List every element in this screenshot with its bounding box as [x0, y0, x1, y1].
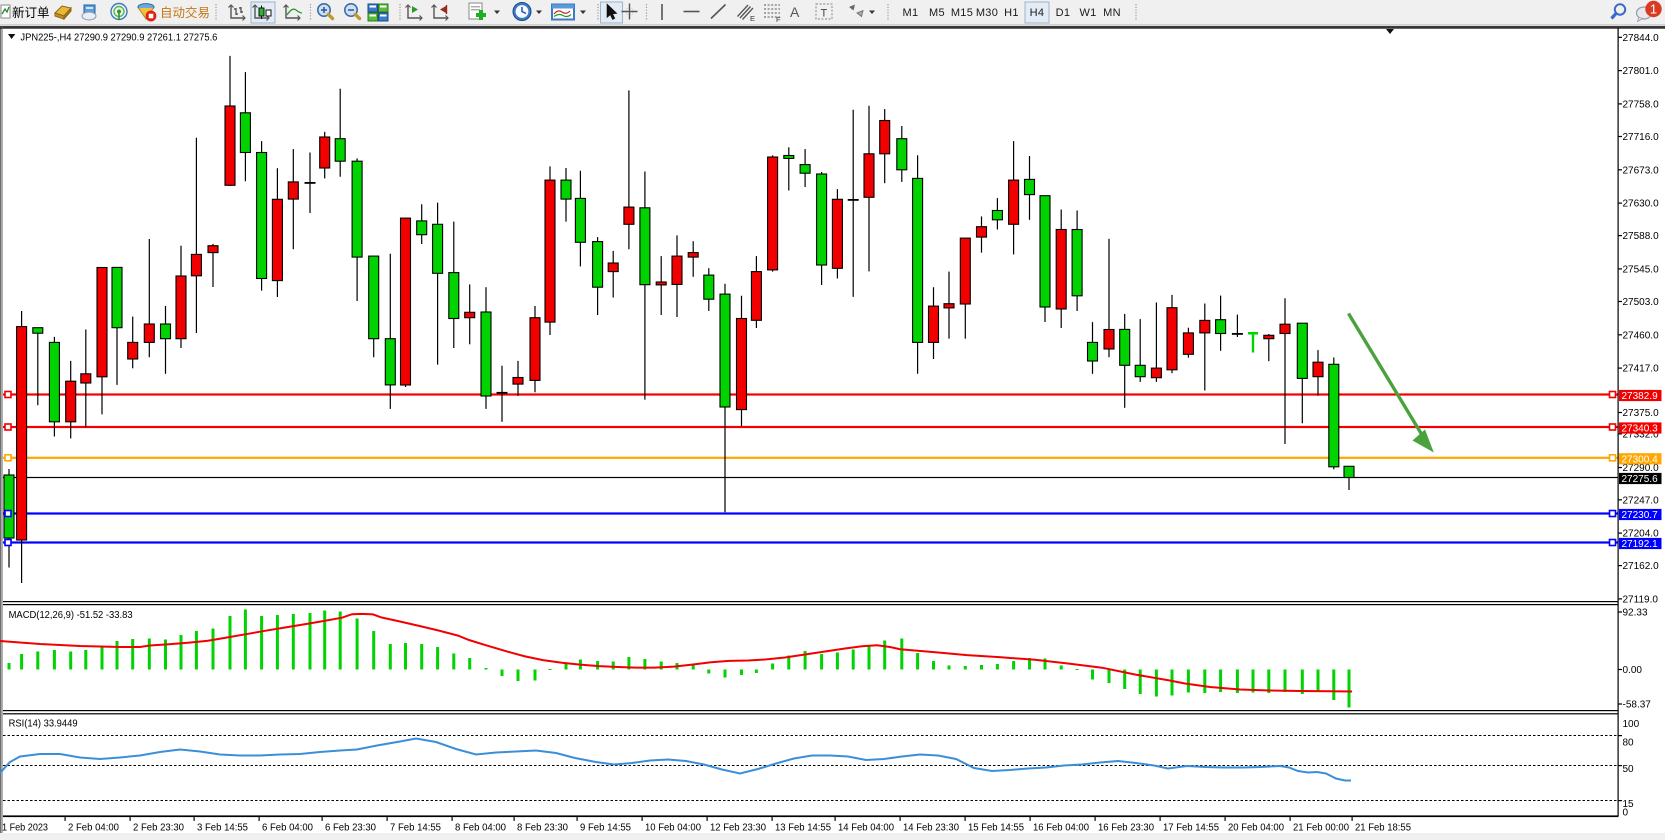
svg-text:M30: M30	[976, 7, 998, 19]
svg-text:M1: M1	[903, 7, 919, 19]
svg-text:6 Feb 23:30: 6 Feb 23:30	[325, 822, 376, 833]
svg-text:20 Feb 04:00: 20 Feb 04:00	[1228, 822, 1284, 833]
svg-text:50: 50	[1623, 764, 1635, 775]
svg-text:21 Feb 00:00: 21 Feb 00:00	[1293, 822, 1349, 833]
svg-text:-58.37: -58.37	[1623, 700, 1652, 711]
svg-text:D1: D1	[1056, 7, 1071, 19]
svg-text:27119.0: 27119.0	[1623, 595, 1659, 606]
svg-text:27300.4: 27300.4	[1622, 454, 1659, 465]
svg-text:H4: H4	[1030, 7, 1045, 19]
svg-text:新订单: 新订单	[12, 5, 50, 20]
svg-text:27716.0: 27716.0	[1623, 132, 1660, 143]
svg-text:2 Feb 04:00: 2 Feb 04:00	[68, 822, 119, 833]
svg-text:8 Feb 04:00: 8 Feb 04:00	[455, 822, 506, 833]
svg-text:27192.1: 27192.1	[1622, 539, 1659, 550]
svg-text:27375.0: 27375.0	[1623, 408, 1660, 419]
svg-text:E: E	[750, 14, 755, 23]
svg-text:14 Feb 23:30: 14 Feb 23:30	[903, 822, 959, 833]
svg-text:0: 0	[1623, 807, 1629, 818]
svg-text:13 Feb 14:55: 13 Feb 14:55	[775, 822, 831, 833]
svg-text:1: 1	[1650, 2, 1657, 17]
svg-text:27382.9: 27382.9	[1622, 391, 1659, 402]
svg-text:自动交易: 自动交易	[160, 5, 210, 20]
svg-text:M5: M5	[929, 7, 945, 19]
svg-text:27340.3: 27340.3	[1622, 424, 1659, 435]
svg-text:27332.0: 27332.0	[1623, 430, 1660, 441]
svg-text:27630.0: 27630.0	[1623, 199, 1660, 210]
svg-text:3 Feb 14:55: 3 Feb 14:55	[197, 822, 248, 833]
svg-text:15 Feb 14:55: 15 Feb 14:55	[968, 822, 1024, 833]
svg-text:T: T	[821, 8, 828, 20]
svg-text:27673.0: 27673.0	[1623, 165, 1660, 176]
svg-text:A: A	[790, 4, 800, 20]
svg-text:100: 100	[1623, 719, 1640, 730]
svg-text:1 Feb 2023: 1 Feb 2023	[2, 822, 48, 833]
svg-text:27844.0: 27844.0	[1623, 33, 1660, 44]
svg-text:16 Feb 23:30: 16 Feb 23:30	[1098, 822, 1154, 833]
svg-text:W1: W1	[1079, 7, 1096, 19]
svg-text:27460.0: 27460.0	[1623, 330, 1660, 341]
svg-text:27230.7: 27230.7	[1622, 510, 1659, 521]
svg-text:27204.0: 27204.0	[1623, 529, 1660, 540]
svg-text:MACD(12,26,9) -51.52 -33.83: MACD(12,26,9) -51.52 -33.83	[9, 610, 133, 621]
svg-text:27162.0: 27162.0	[1623, 561, 1660, 572]
svg-text:H1: H1	[1004, 7, 1019, 19]
svg-text:12 Feb 23:30: 12 Feb 23:30	[710, 822, 766, 833]
svg-text:27503.0: 27503.0	[1623, 297, 1660, 308]
svg-text:27588.0: 27588.0	[1623, 231, 1660, 242]
svg-text:8 Feb 23:30: 8 Feb 23:30	[517, 822, 568, 833]
svg-text:9 Feb 14:55: 9 Feb 14:55	[580, 822, 631, 833]
svg-text:F: F	[776, 15, 781, 24]
svg-text:15: 15	[1623, 799, 1635, 810]
svg-text:27247.0: 27247.0	[1623, 495, 1660, 506]
svg-text:17 Feb 14:55: 17 Feb 14:55	[1163, 822, 1219, 833]
svg-text:MN: MN	[1103, 7, 1121, 19]
svg-text:27801.0: 27801.0	[1623, 66, 1660, 77]
svg-text:80: 80	[1623, 738, 1635, 749]
svg-text:M15: M15	[951, 7, 973, 19]
svg-text:10 Feb 04:00: 10 Feb 04:00	[645, 822, 701, 833]
svg-text:7 Feb 14:55: 7 Feb 14:55	[390, 822, 441, 833]
svg-text:21 Feb 18:55: 21 Feb 18:55	[1355, 822, 1411, 833]
svg-text:6 Feb 04:00: 6 Feb 04:00	[262, 822, 313, 833]
svg-text:16 Feb 04:00: 16 Feb 04:00	[1033, 822, 1089, 833]
svg-text:27275.6: 27275.6	[1622, 474, 1659, 485]
svg-text:92.33: 92.33	[1623, 608, 1648, 619]
svg-text:RSI(14) 33.9449: RSI(14) 33.9449	[9, 719, 78, 730]
svg-text:27417.0: 27417.0	[1623, 364, 1660, 375]
svg-text:27758.0: 27758.0	[1623, 100, 1660, 111]
svg-text:14 Feb 04:00: 14 Feb 04:00	[838, 822, 894, 833]
svg-text:2 Feb 23:30: 2 Feb 23:30	[133, 822, 184, 833]
svg-text:JPN225-,H4 27290.9 27290.9 27: JPN225-,H4 27290.9 27290.9 27261.1 27275…	[20, 32, 217, 43]
svg-text:27545.0: 27545.0	[1623, 265, 1660, 276]
svg-text:0.00: 0.00	[1623, 665, 1643, 676]
svg-text:27290.0: 27290.0	[1623, 463, 1660, 474]
